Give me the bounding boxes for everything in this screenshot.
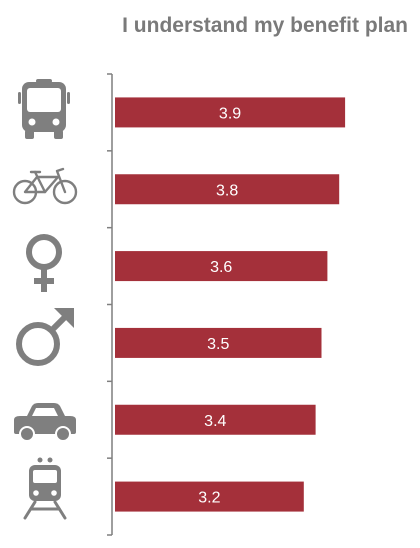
bar-car	[115, 404, 316, 435]
data-label: 3.4	[204, 413, 226, 430]
data-label: 3.9	[219, 105, 241, 122]
data-label: 3.2	[198, 490, 220, 507]
bicycle-icon	[12, 167, 78, 205]
data-label: 3.8	[216, 182, 238, 199]
chart-title: I understand my benefit plan	[122, 14, 408, 37]
data-label: 3.5	[207, 336, 229, 353]
data-label: 3.6	[210, 259, 232, 276]
bus-icon	[18, 79, 70, 139]
bar-bicycle	[115, 174, 340, 205]
bar-female-symbol	[115, 251, 328, 282]
y-axis	[107, 73, 113, 536]
male-symbol-icon	[16, 308, 74, 366]
female-symbol-icon	[26, 234, 62, 292]
bar-male-symbol	[115, 327, 322, 358]
bar-train	[115, 481, 304, 512]
train-icon	[23, 457, 67, 520]
car-icon	[14, 403, 76, 442]
data-labels: 3.9 3.8 3.6 3.5 3.4 3.2	[198, 105, 241, 506]
bar-bus	[115, 97, 346, 128]
bars	[115, 97, 346, 512]
